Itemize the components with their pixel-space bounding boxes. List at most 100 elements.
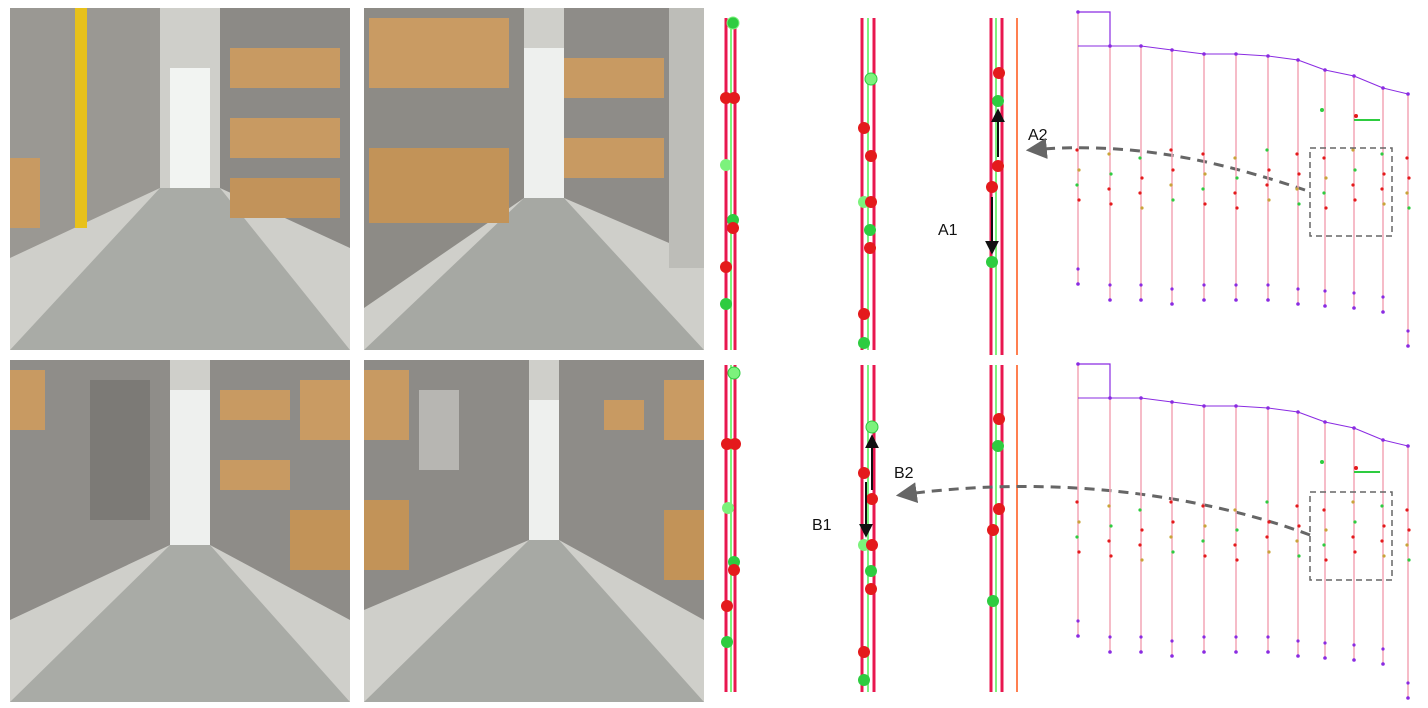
map-node — [1382, 554, 1386, 558]
track-column-1-top — [720, 16, 740, 350]
map-node — [1295, 187, 1299, 191]
map-node — [1297, 554, 1301, 558]
map-node — [1407, 176, 1411, 180]
map-node — [1202, 635, 1206, 639]
map-node — [1267, 520, 1271, 524]
map-node — [1297, 202, 1301, 206]
map-node — [1075, 148, 1079, 152]
topological-map-bottom — [1075, 362, 1411, 700]
map-node — [1267, 168, 1271, 172]
map-node — [1233, 156, 1237, 160]
map-node — [1138, 508, 1142, 512]
map-node — [1320, 108, 1324, 112]
map-node — [1169, 535, 1173, 539]
map-node — [1140, 176, 1144, 180]
map-node — [1234, 635, 1238, 639]
map-node — [1405, 543, 1409, 547]
map-node — [1108, 635, 1112, 639]
map-node — [1297, 172, 1301, 176]
map-node — [1171, 520, 1175, 524]
map-node — [1353, 198, 1357, 202]
map-node — [1171, 198, 1175, 202]
map-node — [1352, 643, 1356, 647]
map-node — [1076, 10, 1080, 14]
map-node — [1323, 304, 1327, 308]
map-node — [1352, 291, 1356, 295]
zoom-box-top — [1309, 147, 1393, 237]
map-node — [1353, 168, 1357, 172]
map-node — [1380, 152, 1384, 156]
map-node — [1354, 114, 1358, 118]
map-node — [1107, 152, 1111, 156]
map-node — [1139, 650, 1143, 654]
map-node — [1140, 558, 1144, 562]
map-node — [1320, 460, 1324, 464]
map-node — [1406, 344, 1410, 348]
map-node — [1077, 198, 1081, 202]
map-node — [1201, 187, 1205, 191]
map-node — [1351, 500, 1355, 504]
map-node — [1077, 168, 1081, 172]
map-node — [1297, 524, 1301, 528]
map-node — [1323, 289, 1327, 293]
map-node — [1234, 650, 1238, 654]
map-node — [1107, 504, 1111, 508]
map-node — [1296, 287, 1300, 291]
map-node — [1351, 535, 1355, 539]
map-node — [1076, 634, 1080, 638]
map-node — [1202, 298, 1206, 302]
map-node — [1323, 641, 1327, 645]
map-node — [1405, 191, 1409, 195]
topological-map-top — [1075, 10, 1411, 348]
map-node — [1139, 635, 1143, 639]
map-node — [1233, 543, 1237, 547]
map-node — [1235, 528, 1239, 532]
map-node — [1203, 172, 1207, 176]
map-node — [1139, 298, 1143, 302]
warehouse-aisle-photo-2 — [364, 8, 704, 350]
map-node — [1108, 650, 1112, 654]
warehouse-aisle-photo-4 — [364, 360, 704, 702]
map-node — [1353, 520, 1357, 524]
dashed-arrow-top — [1025, 138, 1306, 192]
map-node — [1324, 558, 1328, 562]
map-node — [1296, 302, 1300, 306]
map-node — [1405, 508, 1409, 512]
map-node — [1381, 662, 1385, 666]
map-node — [1295, 504, 1299, 508]
map-node — [1234, 298, 1238, 302]
map-node — [1138, 156, 1142, 160]
map-node — [1405, 156, 1409, 160]
map-node — [1109, 202, 1113, 206]
map-node — [1352, 306, 1356, 310]
map-node — [1077, 550, 1081, 554]
map-node — [1108, 298, 1112, 302]
map-node — [1076, 362, 1080, 366]
map-node — [1406, 329, 1410, 333]
map-node — [1138, 543, 1142, 547]
map-node — [1382, 172, 1386, 176]
track-column-3-bottom — [987, 365, 1018, 692]
map-node — [1380, 504, 1384, 508]
map-node — [1139, 283, 1143, 287]
map-node — [1109, 524, 1113, 528]
map-node — [1407, 558, 1411, 562]
map-node — [1324, 206, 1328, 210]
zoom-box-bottom — [1309, 491, 1393, 581]
map-node — [1353, 550, 1357, 554]
map-node — [1265, 535, 1269, 539]
map-node — [1202, 283, 1206, 287]
label-a1: A1 — [938, 222, 958, 239]
map-node — [1170, 302, 1174, 306]
map-node — [1235, 558, 1239, 562]
map-node — [1381, 295, 1385, 299]
map-node — [1203, 524, 1207, 528]
map-node — [1322, 156, 1326, 160]
map-node — [1233, 191, 1237, 195]
map-node — [1406, 696, 1410, 700]
map-node — [1140, 206, 1144, 210]
map-node — [1266, 283, 1270, 287]
warehouse-aisle-photo-3 — [10, 360, 350, 702]
map-node — [1381, 310, 1385, 314]
